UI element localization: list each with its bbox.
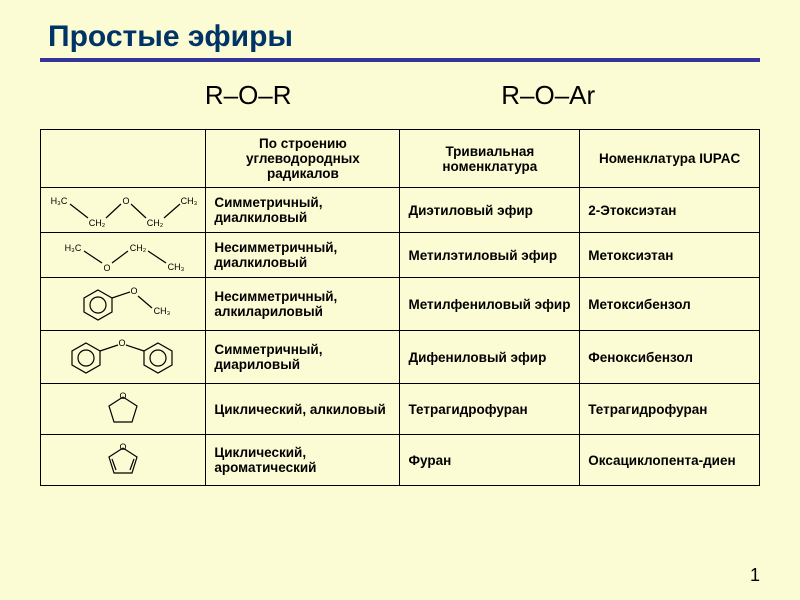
slide-title: Простые эфиры [48, 20, 760, 54]
header-trivial: Тривиальная номенклатура [400, 130, 580, 188]
by-structure-cell: Несимметричный, диалкиловый [206, 233, 400, 278]
iupac-cell: Оксациклопента-диен [580, 435, 760, 486]
by-structure-cell: Симметричный, диалкиловый [206, 188, 400, 233]
trivial-cell: Дифениловый эфир [400, 331, 580, 384]
by-structure-cell: Симметричный, диариловый [206, 331, 400, 384]
svg-text:CH₃: CH₃ [181, 196, 198, 206]
svg-text:O: O [104, 263, 111, 273]
table-row: H₃C O CH₂ CH₃ Несимметричный, диалкиловы… [41, 233, 760, 278]
svg-text:CH₂: CH₂ [147, 218, 164, 228]
ethers-table: По строению углеводородных радикалов Три… [40, 129, 760, 486]
trivial-cell: Метилфениловый эфир [400, 278, 580, 331]
header-iupac: Номенклатура IUPAC [580, 130, 760, 188]
iupac-cell: Тетрагидрофуран [580, 384, 760, 435]
formula-left: R–O–R [205, 80, 292, 111]
svg-text:H₃C: H₃C [51, 196, 68, 206]
svg-text:O: O [120, 442, 127, 452]
table-row: O Циклический, ароматический Фуран Оксац… [41, 435, 760, 486]
iupac-cell: Феноксибензол [580, 331, 760, 384]
svg-text:CH₃: CH₃ [154, 306, 171, 316]
by-structure-cell: Циклический, алкиловый [206, 384, 400, 435]
trivial-cell: Тетрагидрофуран [400, 384, 580, 435]
formula-right: R–O–Ar [501, 80, 595, 111]
formula-row: R–O–R R–O–Ar [40, 80, 760, 111]
iupac-cell: 2-Этоксиэтан [580, 188, 760, 233]
structure-cell-methylphenyl: O CH₃ [41, 278, 206, 331]
table-header-row: По строению углеводородных радикалов Три… [41, 130, 760, 188]
iupac-cell: Метоксиэтан [580, 233, 760, 278]
title-underline [40, 58, 760, 62]
table-row: O Симметричный, диариловый Дифениловый э… [41, 331, 760, 384]
structure-cell-furan: O [41, 435, 206, 486]
svg-text:O: O [131, 286, 138, 296]
trivial-cell: Фуран [400, 435, 580, 486]
svg-text:CH₂: CH₂ [130, 243, 147, 253]
trivial-cell: Метилэтиловый эфир [400, 233, 580, 278]
table-row: O Циклический, алкиловый Тетрагидрофуран… [41, 384, 760, 435]
table-row: H₃C CH₂ O CH₂ CH₃ Симметричный, диалкило… [41, 188, 760, 233]
page-number: 1 [750, 565, 760, 586]
structure-cell-diphenyl: O [41, 331, 206, 384]
svg-text:H₃C: H₃C [65, 243, 82, 253]
by-structure-cell: Циклический, ароматический [206, 435, 400, 486]
structure-cell-thf: O [41, 384, 206, 435]
by-structure-cell: Несимметричный, алкилариловый [206, 278, 400, 331]
header-by-structure: По строению углеводородных радикалов [206, 130, 400, 188]
structure-cell-diethyl: H₃C CH₂ O CH₂ CH₃ [41, 188, 206, 233]
svg-text:O: O [119, 338, 126, 348]
table-row: O CH₃ Несимметричный, алкилариловый Мети… [41, 278, 760, 331]
svg-text:CH₂: CH₂ [89, 218, 106, 228]
slide: Простые эфиры R–O–R R–O–Ar По строению у… [0, 0, 800, 600]
svg-text:O: O [123, 196, 130, 206]
header-structure [41, 130, 206, 188]
trivial-cell: Диэтиловый эфир [400, 188, 580, 233]
iupac-cell: Метоксибензол [580, 278, 760, 331]
svg-text:CH₃: CH₃ [168, 262, 185, 272]
svg-text:O: O [120, 391, 127, 401]
structure-cell-methylethyl: H₃C O CH₂ CH₃ [41, 233, 206, 278]
